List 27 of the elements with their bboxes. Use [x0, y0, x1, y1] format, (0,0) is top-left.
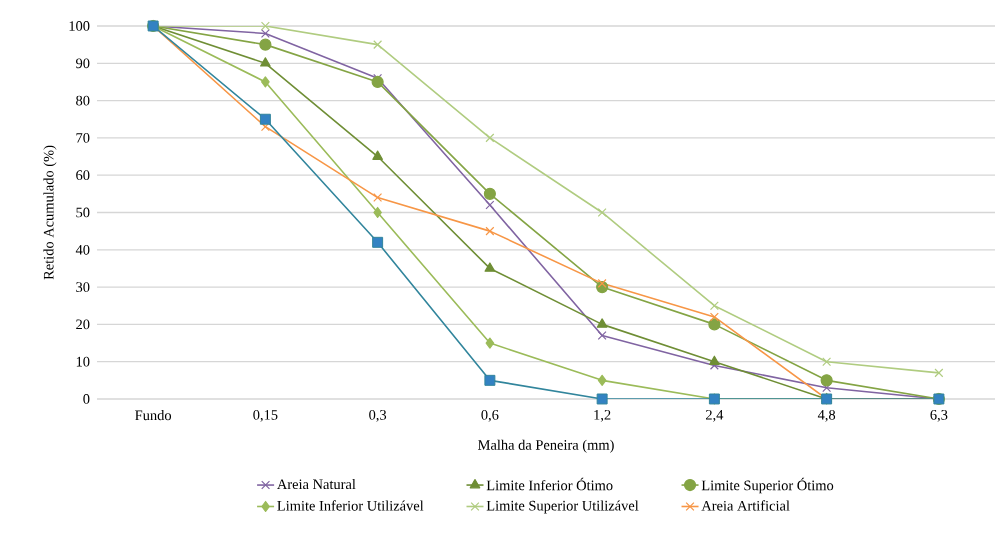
x-tick-label: 0,15 — [253, 410, 278, 422]
y-tick-label: 10 — [76, 356, 90, 367]
x-tick-label: 0,3 — [369, 410, 387, 422]
x-tick-label: 4,8 — [817, 410, 836, 422]
y-tick-label: 70 — [76, 133, 90, 143]
y-tick-label: 100 — [69, 21, 90, 31]
legend-label: Limite Inferior Utilizável — [277, 500, 424, 511]
y-tick-label: 60 — [76, 170, 90, 181]
legend-label: Areia Natural — [277, 478, 356, 490]
y-tick-label: 30 — [76, 282, 90, 292]
x-tick-label: 2,4 — [706, 410, 724, 422]
x-tick-label: 6,3 — [930, 410, 948, 422]
x-tick-label: Fundo — [135, 409, 172, 421]
y-tick-label: 80 — [76, 95, 90, 106]
y-axis-title: Retido Acumulado (%) — [43, 145, 57, 280]
y-tick-label: 40 — [75, 244, 90, 255]
legend-label: Limite Superior Utilizável — [486, 500, 639, 514]
y-tick-label: 0 — [83, 394, 90, 404]
x-tick-label: 1,2 — [594, 410, 611, 422]
x-axis-title: Malha da Peneira (mm) — [478, 439, 614, 453]
y-tick-label: 50 — [76, 207, 90, 218]
legend-label: Limite Superior Ótimo — [701, 477, 834, 494]
legend-label: Limite Inferior Ótimo — [486, 477, 613, 491]
legend-label: Areia Artificial — [701, 500, 790, 511]
y-tick-label: 90 — [76, 58, 90, 69]
y-tick-label: 20 — [76, 319, 90, 330]
x-tick-label: 0,6 — [481, 410, 499, 422]
